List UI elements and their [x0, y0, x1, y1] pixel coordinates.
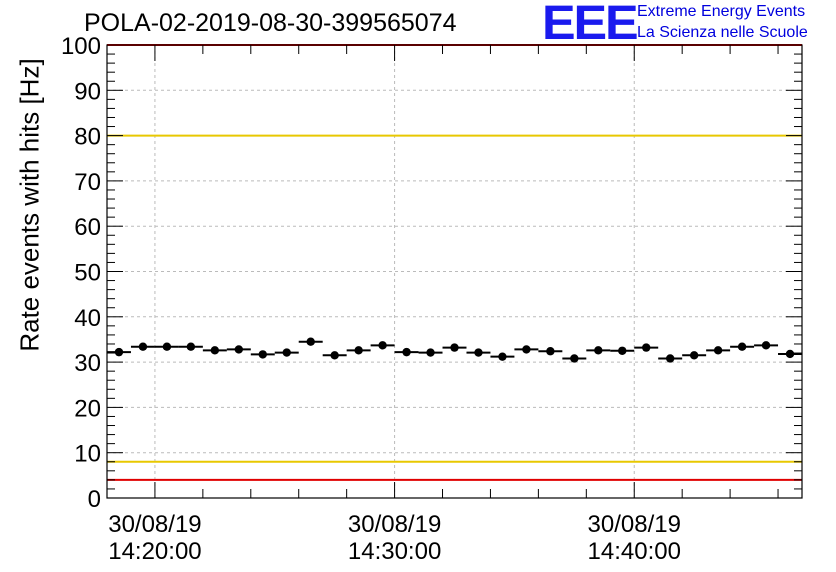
y-tick-label-4: 40 — [74, 305, 101, 332]
data-point — [737, 342, 747, 351]
data-point — [306, 337, 315, 346]
data-point — [258, 350, 267, 359]
data-point — [665, 354, 675, 363]
data-point — [498, 352, 507, 361]
y-tick-label-0: 0 — [88, 486, 101, 513]
data-point — [618, 346, 627, 355]
data-point — [689, 351, 699, 360]
y-axis-label: Rate events with hits [Hz] — [14, 58, 45, 352]
data-point — [426, 348, 435, 357]
x-tick-label-date-1: 30/08/19 — [348, 511, 441, 538]
data-point — [114, 347, 124, 357]
data-point — [546, 347, 555, 356]
x-tick-label-time-1: 14:30:00 — [348, 538, 441, 565]
data-point — [642, 343, 651, 352]
chart-title: POLA-02-2019-08-30-399565074 — [84, 9, 457, 37]
data-point — [162, 342, 172, 351]
y-tick-label-9: 90 — [74, 78, 101, 105]
y-tick-label-6: 60 — [74, 214, 101, 241]
y-tick-label-3: 30 — [74, 350, 101, 377]
data-point — [282, 348, 291, 357]
data-point — [378, 341, 387, 350]
x-tick-label-time-2: 14:40:00 — [588, 538, 681, 565]
data-point — [522, 345, 531, 354]
y-tick-label-10: 100 — [61, 33, 101, 60]
y-tick-label-5: 50 — [74, 260, 101, 287]
data-point — [186, 342, 196, 351]
data-point — [402, 347, 411, 357]
y-tick-label-2: 20 — [74, 395, 101, 422]
data-point — [234, 345, 244, 354]
data-point — [330, 351, 339, 360]
data-point — [474, 348, 483, 357]
data-point — [354, 346, 363, 355]
data-point — [761, 341, 771, 350]
y-tick-label-8: 80 — [74, 124, 101, 151]
data-point — [570, 354, 579, 363]
data-point — [594, 346, 603, 355]
eee-logo: EEE — [542, 0, 639, 50]
x-tick-label-time-0: 14:20:00 — [108, 538, 201, 565]
x-tick-label-date-2: 30/08/19 — [588, 511, 681, 538]
y-tick-label-7: 70 — [74, 169, 101, 196]
data-point — [210, 346, 220, 355]
data-point — [785, 349, 795, 359]
x-tick-label-date-0: 30/08/19 — [108, 511, 201, 538]
y-tick-label-1: 10 — [74, 441, 101, 468]
logo-text-line1: Extreme Energy Events — [637, 3, 806, 20]
data-point — [450, 343, 459, 352]
data-point — [138, 342, 148, 351]
logo-text-line2: La Scienza nelle Scuole — [637, 24, 808, 41]
data-point — [713, 346, 723, 355]
